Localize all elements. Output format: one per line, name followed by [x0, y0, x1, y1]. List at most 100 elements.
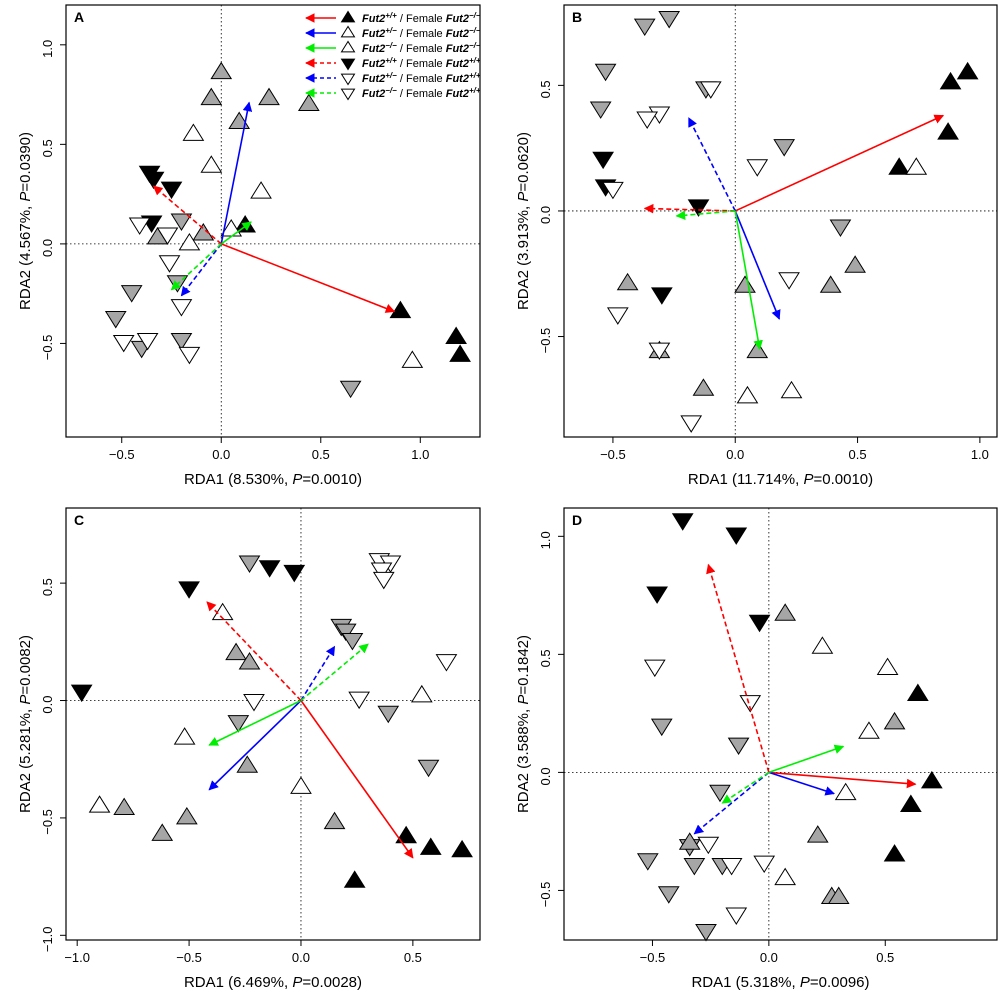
data-point: [699, 81, 722, 99]
legend-entry: Fut2+/− / Female Fut2−/−: [305, 25, 481, 40]
data-point: [778, 272, 800, 290]
data-point: [819, 275, 842, 293]
data-point: [648, 342, 671, 361]
x-axis-title: RDA1 (11.714%, P=0.0010): [688, 471, 873, 488]
data-point: [834, 782, 857, 801]
data-point: [643, 659, 666, 678]
data-point: [692, 378, 715, 396]
vector-arrow: [734, 210, 781, 320]
data-point: [178, 346, 201, 365]
vector-arrow: [768, 744, 845, 774]
x-tick-label: 0.5: [404, 950, 422, 965]
panel-b: −0.5 0.0 0.5 1.0 −0.5 0.0 0.5 RDA1 (11.714%, P=…: [515, 4, 998, 488]
data-point: [323, 811, 346, 830]
data-point: [348, 691, 371, 710]
vector-arrow: [220, 101, 253, 245]
vector-arrow: [721, 771, 770, 804]
panel-letter: D: [572, 512, 582, 528]
data-point: [680, 415, 703, 433]
vector-arrow: [206, 601, 302, 702]
data-point: [773, 139, 796, 157]
data-point: [876, 657, 899, 676]
x-tick-label: 0.5: [876, 950, 894, 965]
vector-arrow: [675, 210, 736, 221]
data-point: [395, 825, 418, 844]
data-point: [250, 181, 272, 199]
y-axis-title: RDA2 (5.281%, P=0.0082): [17, 635, 34, 813]
data-point: [858, 721, 880, 739]
y-axis-title: RDA2 (4.567%, P=0.0390): [17, 132, 34, 310]
data-point: [445, 326, 467, 344]
data-point: [290, 776, 312, 794]
data-point: [657, 886, 680, 904]
vector-arrow: [300, 645, 336, 701]
data-point: [419, 837, 442, 855]
panels-layer: −0.5 0.0 0.5 1.0 −0.5 0.0 0.5 1.0 RDA1 (8.530%, …: [17, 4, 998, 991]
data-point: [170, 299, 193, 317]
vector-arrow: [208, 699, 302, 791]
panel-letter: B: [572, 9, 582, 25]
data-point: [920, 770, 943, 789]
legend-label: Fut2+/− / Female Fut2−/−: [362, 26, 481, 40]
data-point: [238, 555, 261, 573]
data-point: [906, 683, 929, 701]
legend-entry: Fut2+/+ / Female Fut2−/−: [305, 10, 481, 25]
data-point: [297, 93, 320, 112]
data-point: [112, 334, 135, 353]
legend-marker: [340, 73, 356, 86]
x-tick-label: −0.5: [176, 950, 202, 965]
data-point: [650, 718, 673, 737]
data-point: [589, 101, 612, 119]
panel-c: −1.0 −0.5 0.0 0.5 −1.0 −0.5 0.0 0.5 RDA1 (6.469%…: [17, 507, 481, 991]
x-axis-title: RDA1 (6.469%, P=0.0028): [184, 974, 362, 991]
legend-label: Fut2+/+ / Female Fut2+/+: [362, 56, 481, 70]
vector-arrow: [300, 700, 414, 859]
vector-arrow: [152, 185, 222, 245]
x-tick-label: 0.0: [292, 950, 310, 965]
data-point: [234, 215, 256, 233]
data-point: [238, 652, 261, 670]
legend-marker: [340, 40, 356, 53]
x-tick-label: 0.0: [212, 447, 230, 462]
vector-arrow: [734, 114, 945, 212]
panel-a: −0.5 0.0 0.5 1.0 −0.5 0.0 0.5 1.0 RDA1 (8.530%, …: [17, 4, 481, 488]
legend-entry: Fut2+/− / Female Fut2+/+: [305, 71, 481, 86]
data-point: [883, 844, 906, 862]
vector-arrow: [706, 563, 770, 773]
vector-arrow: [220, 221, 252, 245]
data-point: [178, 232, 201, 251]
data-point: [120, 285, 143, 303]
x-axis-title: RDA1 (5.318%, P=0.0096): [691, 974, 869, 991]
data-point: [104, 311, 127, 329]
x-tick-label: 0.5: [312, 447, 330, 462]
data-point: [739, 695, 762, 713]
x-tick-label: −0.5: [600, 447, 626, 462]
plot-frame: [65, 507, 481, 941]
data-point: [616, 272, 639, 291]
data-point: [650, 287, 673, 305]
vector-arrow: [170, 243, 222, 291]
data-point: [811, 636, 834, 654]
data-point: [175, 806, 198, 825]
data-point: [128, 217, 151, 235]
x-tick-label: 1.0: [411, 447, 429, 462]
x-tick-label: −0.5: [109, 447, 135, 462]
y-tick-label: 0.0: [538, 206, 553, 224]
legend-marker: [340, 10, 356, 23]
legend-entry: Fut2−/− / Female Fut2−/−: [305, 40, 481, 55]
data-point: [727, 737, 750, 756]
data-point: [151, 823, 174, 841]
data-point: [671, 513, 694, 531]
y-tick-label: −0.5: [40, 335, 55, 361]
data-point: [372, 571, 395, 590]
y-tick-label: 0.5: [538, 649, 553, 667]
data-point: [678, 832, 701, 850]
data-point: [697, 836, 720, 855]
data-point: [602, 181, 624, 200]
legend: Fut2+/+ / Female Fut2−/−Fut2+/− / Female…: [305, 10, 481, 101]
y-tick-label: −1.0: [40, 926, 55, 952]
data-point: [178, 581, 200, 599]
y-tick-label: 0.0: [40, 239, 55, 257]
vector-arrow: [643, 203, 736, 214]
data-point: [136, 332, 159, 351]
